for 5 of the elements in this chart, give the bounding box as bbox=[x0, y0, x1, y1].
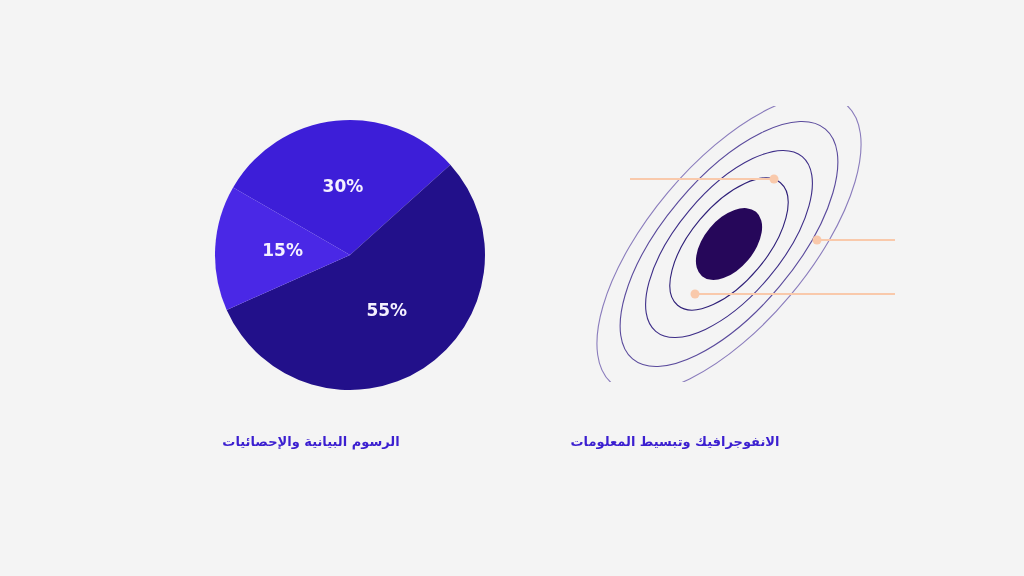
text: الانفوجرافيك وتبسيط المعلومات bbox=[569, 433, 781, 451]
data-label: 30% bbox=[322, 176, 364, 197]
data-label: 15% bbox=[262, 239, 303, 260]
text: الرسوم البيانية والإحصائيات bbox=[221, 433, 401, 452]
data-label: 55% bbox=[366, 300, 408, 321]
